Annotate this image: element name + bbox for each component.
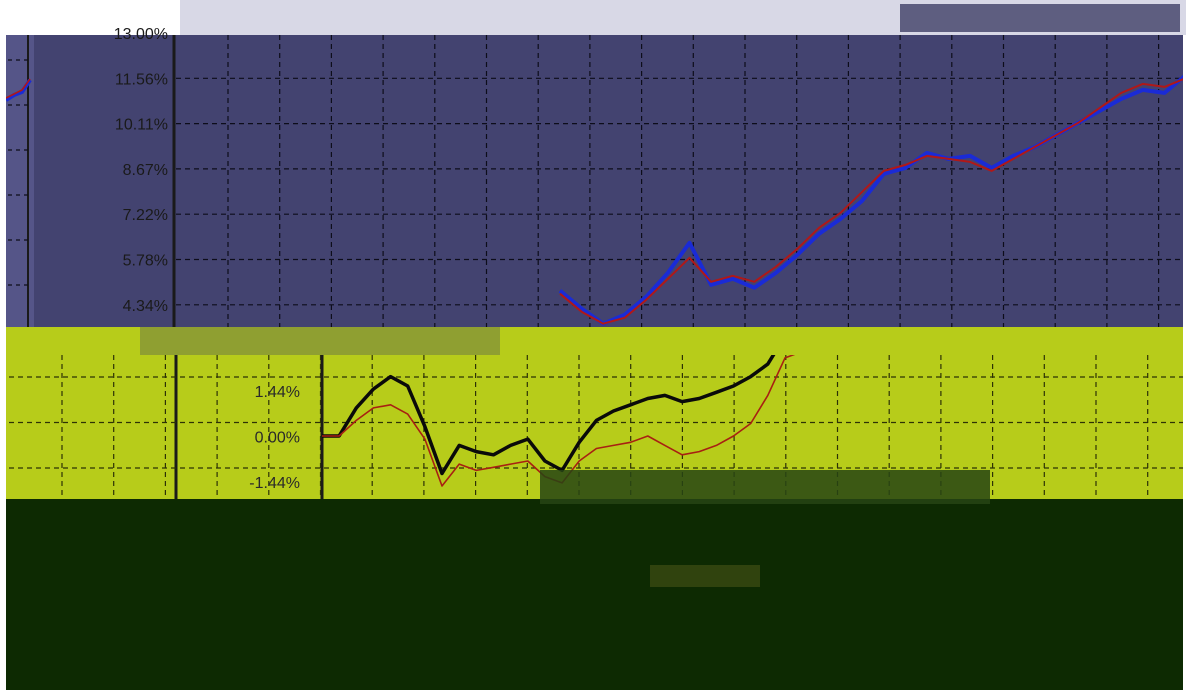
lower-series-line-1	[322, 355, 796, 487]
lower-series	[322, 355, 796, 487]
bottom-noise-band	[540, 470, 990, 504]
lower-series-line-0	[322, 355, 776, 476]
upper-tick-label: 8.67%	[123, 162, 168, 179]
upper-tick-label: 7.22%	[123, 207, 168, 224]
lower-tick-label: 1.44%	[255, 384, 300, 401]
upper-tick-label: 13.00%	[114, 26, 168, 43]
upper-tick-label: 11.56%	[115, 71, 168, 88]
right-edge-strip	[1183, 0, 1186, 695]
left-strip-series-red	[5, 78, 31, 99]
upper-tick-label: 4.34%	[123, 298, 168, 315]
upper-chart-panel: 13.00%11.56%10.11%8.67%7.22%5.78%4.34%2.…	[0, 26, 1186, 360]
left-edge-strip	[0, 0, 6, 695]
upper-tick-label: 5.78%	[123, 253, 168, 270]
mid-noise-band	[140, 327, 500, 355]
top-noise-block-right	[900, 4, 1180, 32]
bottom-center-mark	[650, 565, 760, 587]
upper-series-line-1	[559, 77, 1186, 325]
bottom-dark-panel	[0, 499, 1186, 695]
upper-tick-label: 10.11%	[115, 117, 168, 134]
upper-panel-background	[0, 35, 1186, 327]
left-strip-series-blue	[4, 78, 32, 102]
lower-tick-labels: 1.44% 0.00% -1.44%	[249, 384, 300, 492]
lower-tick-label: -1.44%	[249, 475, 300, 492]
upper-series	[4, 73, 1186, 326]
bottom-edge-strip	[0, 690, 1186, 695]
lower-tick-label: 0.00%	[255, 430, 300, 447]
